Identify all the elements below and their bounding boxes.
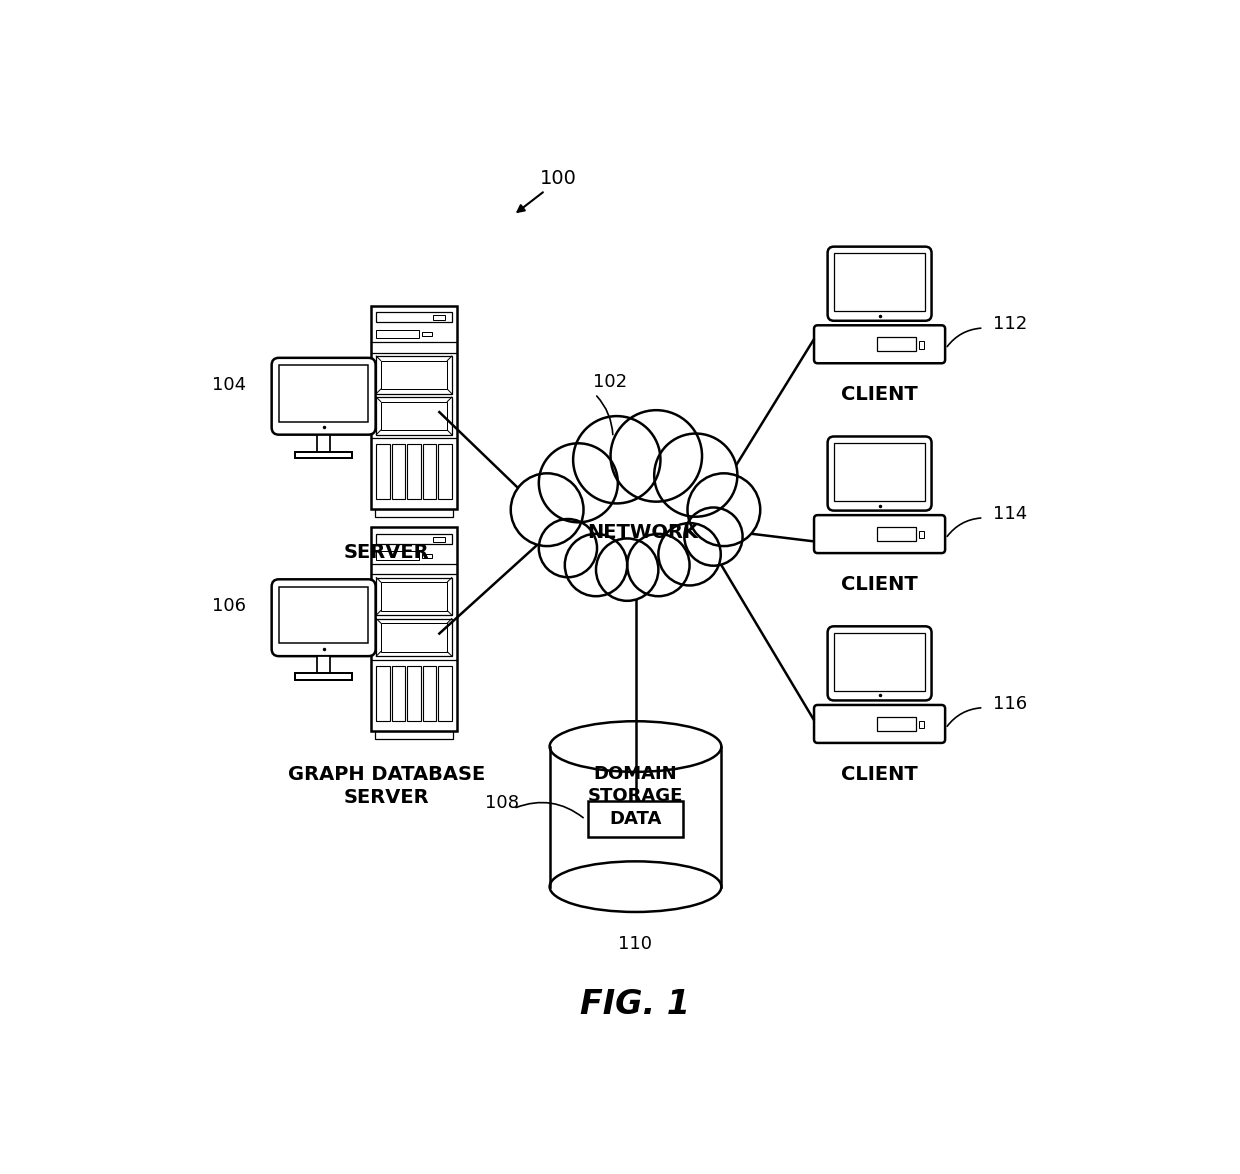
Text: DATA: DATA <box>609 810 662 829</box>
Ellipse shape <box>549 721 722 771</box>
Text: FIG. 1: FIG. 1 <box>580 987 691 1020</box>
Text: 110: 110 <box>619 935 652 952</box>
Bar <box>381 582 448 610</box>
Bar <box>588 802 683 837</box>
Text: 102: 102 <box>593 373 627 391</box>
Bar <box>295 673 352 680</box>
Bar <box>376 444 389 499</box>
Bar <box>423 444 436 499</box>
Text: 116: 116 <box>992 695 1027 713</box>
Circle shape <box>564 534 627 596</box>
Text: DOMAIN
STORAGE: DOMAIN STORAGE <box>588 764 683 805</box>
Bar <box>376 330 419 338</box>
FancyBboxPatch shape <box>827 247 931 321</box>
Circle shape <box>684 507 743 566</box>
FancyBboxPatch shape <box>813 704 945 743</box>
Circle shape <box>627 534 689 596</box>
Circle shape <box>610 410 702 501</box>
Circle shape <box>655 433 738 517</box>
Text: 108: 108 <box>485 794 518 812</box>
Circle shape <box>539 519 596 578</box>
Bar <box>376 510 453 518</box>
Circle shape <box>539 444 618 522</box>
Bar <box>433 537 445 541</box>
Text: CLIENT: CLIENT <box>841 764 918 783</box>
Bar <box>919 531 924 539</box>
Text: 104: 104 <box>212 376 246 394</box>
Bar <box>439 444 451 499</box>
Text: 100: 100 <box>541 169 577 188</box>
Text: CLIENT: CLIENT <box>841 575 918 594</box>
Ellipse shape <box>549 862 722 912</box>
Bar <box>549 747 722 886</box>
Bar <box>392 444 405 499</box>
Bar <box>376 619 451 656</box>
Bar <box>439 666 451 721</box>
Bar <box>381 623 448 652</box>
FancyBboxPatch shape <box>827 437 931 511</box>
Bar <box>422 332 433 337</box>
Bar <box>877 717 916 731</box>
Circle shape <box>511 473 584 546</box>
Ellipse shape <box>537 464 734 587</box>
Bar <box>376 730 453 738</box>
Bar <box>376 356 451 393</box>
FancyBboxPatch shape <box>272 579 376 656</box>
FancyBboxPatch shape <box>371 306 458 510</box>
Bar <box>877 337 916 351</box>
Text: 112: 112 <box>992 316 1027 333</box>
FancyBboxPatch shape <box>827 626 931 701</box>
Bar <box>919 342 924 349</box>
Bar <box>407 666 420 721</box>
FancyBboxPatch shape <box>272 358 376 434</box>
Bar <box>376 312 451 323</box>
Bar <box>407 444 420 499</box>
Bar <box>295 452 352 459</box>
Bar <box>919 721 924 728</box>
Bar <box>376 533 451 544</box>
Text: CLIENT: CLIENT <box>841 385 918 404</box>
Bar <box>433 315 445 321</box>
Text: 106: 106 <box>212 598 246 615</box>
FancyBboxPatch shape <box>813 325 945 363</box>
Text: 114: 114 <box>992 505 1027 524</box>
Circle shape <box>658 524 720 586</box>
Circle shape <box>596 539 658 601</box>
Bar <box>376 578 451 615</box>
Bar <box>392 666 405 721</box>
Text: SERVER: SERVER <box>343 544 430 562</box>
Text: NETWORK: NETWORK <box>588 522 698 542</box>
Bar <box>317 656 330 673</box>
FancyBboxPatch shape <box>279 587 368 643</box>
Bar <box>877 527 916 541</box>
Text: GRAPH DATABASE
SERVER: GRAPH DATABASE SERVER <box>288 764 486 808</box>
Bar <box>376 666 389 721</box>
Bar <box>835 633 925 691</box>
FancyBboxPatch shape <box>371 527 458 730</box>
Bar <box>376 552 419 560</box>
Circle shape <box>573 416 661 504</box>
Bar <box>381 402 448 430</box>
Bar <box>381 360 448 389</box>
Bar <box>835 443 925 501</box>
Bar <box>423 666 436 721</box>
Bar <box>317 434 330 452</box>
FancyBboxPatch shape <box>813 515 945 553</box>
Bar <box>835 252 925 311</box>
Bar <box>376 397 451 434</box>
Bar <box>422 554 433 558</box>
FancyBboxPatch shape <box>279 365 368 421</box>
Circle shape <box>687 473 760 546</box>
